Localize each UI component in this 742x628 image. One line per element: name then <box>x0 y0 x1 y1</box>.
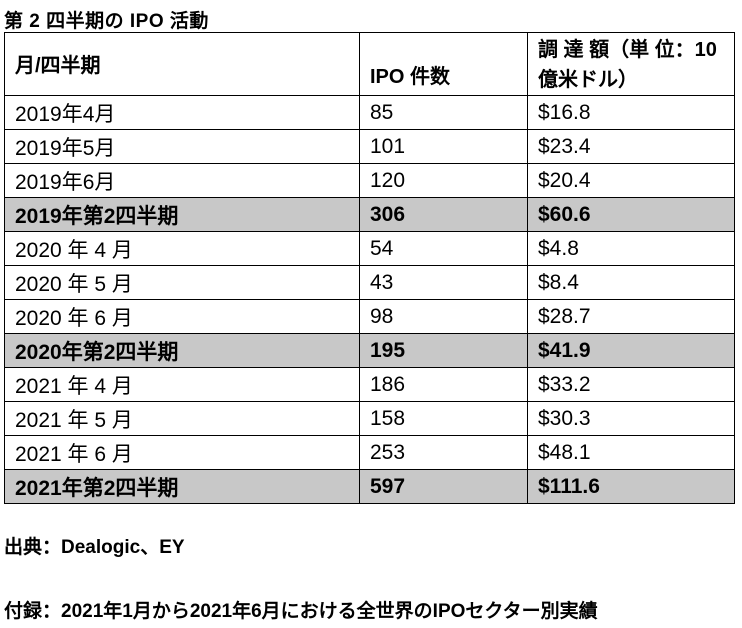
cell-proceeds: $28.7 <box>527 299 735 334</box>
cell-period: 2020 年 4 月 <box>4 231 360 266</box>
cell-ipo-count: 101 <box>359 129 528 164</box>
header-row: 月/四半期 IPO 件数 調 達 額（単 位：10 億米ドル） <box>4 32 735 96</box>
appendix-note: 付録：2021年1月から2021年6月における全世界のIPOセクター別実績 <box>4 601 598 622</box>
source-note: 出典：Dealogic、EY <box>4 537 185 558</box>
cell-proceeds: $8.4 <box>527 265 735 300</box>
cell-period: 2020 年 6 月 <box>4 299 360 334</box>
cell-ipo-count: 85 <box>359 95 528 130</box>
table-row: 2021 年 6 月 253 $48.1 <box>4 435 735 470</box>
table-row: 2021 年 5 月 158 $30.3 <box>4 401 735 436</box>
cell-period: 2019年5月 <box>4 129 360 164</box>
cell-proceeds: $33.2 <box>527 367 735 402</box>
cell-period: 2019年第2四半期 <box>4 197 360 232</box>
cell-ipo-count: 597 <box>359 469 528 504</box>
cell-period: 2020 年 5 月 <box>4 265 360 300</box>
table-row: 2021 年 4 月 186 $33.2 <box>4 367 735 402</box>
cell-proceeds: $23.4 <box>527 129 735 164</box>
cell-proceeds: $48.1 <box>527 435 735 470</box>
cell-period: 2021 年 6 月 <box>4 435 360 470</box>
cell-proceeds: $4.8 <box>527 231 735 266</box>
cell-ipo-count: 120 <box>359 163 528 198</box>
cell-period: 2021 年 5 月 <box>4 401 360 436</box>
table-title: 第 2 四半期の IPO 活動 <box>4 11 209 32</box>
cell-ipo-count: 306 <box>359 197 528 232</box>
cell-ipo-count: 253 <box>359 435 528 470</box>
cell-proceeds: $30.3 <box>527 401 735 436</box>
ipo-activity-table: 月/四半期 IPO 件数 調 達 額（単 位：10 億米ドル） 2019年4月 8… <box>4 32 735 504</box>
header-period: 月/四半期 <box>4 32 360 96</box>
cell-ipo-count: 158 <box>359 401 528 436</box>
table-row: 2019年4月 85 $16.8 <box>4 95 735 130</box>
table-row: 2019年6月 120 $20.4 <box>4 163 735 198</box>
cell-ipo-count: 98 <box>359 299 528 334</box>
header-proceeds: 調 達 額（単 位：10 億米ドル） <box>527 32 735 96</box>
table-row: 2020 年 6 月 98 $28.7 <box>4 299 735 334</box>
table-row: 2020 年 5 月 43 $8.4 <box>4 265 735 300</box>
quarter-total-row: 2021年第2四半期 597 $111.6 <box>4 469 735 504</box>
header-ipo-count: IPO 件数 <box>359 32 528 96</box>
cell-ipo-count: 43 <box>359 265 528 300</box>
cell-proceeds: $16.8 <box>527 95 735 130</box>
cell-proceeds: $41.9 <box>527 333 735 368</box>
cell-ipo-count: 186 <box>359 367 528 402</box>
cell-proceeds: $60.6 <box>527 197 735 232</box>
table-row: 2019年5月 101 $23.4 <box>4 129 735 164</box>
cell-proceeds: $20.4 <box>527 163 735 198</box>
table-row: 2020 年 4 月 54 $4.8 <box>4 231 735 266</box>
cell-ipo-count: 54 <box>359 231 528 266</box>
cell-period: 2019年4月 <box>4 95 360 130</box>
cell-ipo-count: 195 <box>359 333 528 368</box>
quarter-total-row: 2020年第2四半期 195 $41.9 <box>4 333 735 368</box>
cell-proceeds: $111.6 <box>527 469 735 504</box>
cell-period: 2019年6月 <box>4 163 360 198</box>
cell-period: 2021年第2四半期 <box>4 469 360 504</box>
cell-period: 2020年第2四半期 <box>4 333 360 368</box>
quarter-total-row: 2019年第2四半期 306 $60.6 <box>4 197 735 232</box>
cell-period: 2021 年 4 月 <box>4 367 360 402</box>
